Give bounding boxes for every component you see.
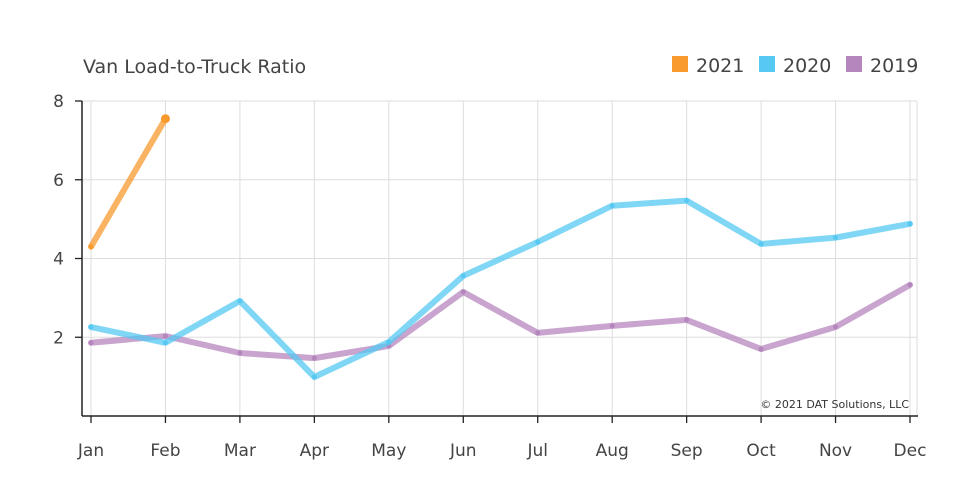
data-point-2021 (160, 114, 170, 124)
y-tick-label: 4 (53, 250, 64, 270)
x-tick-label: Nov (819, 441, 852, 461)
data-point-2020 (88, 324, 94, 330)
data-point-2019 (907, 282, 913, 288)
data-point-2020 (907, 221, 913, 227)
legend: 2021 2020 2019 (672, 55, 918, 77)
data-point-2019 (609, 323, 615, 329)
x-tick-label: Apr (300, 441, 329, 461)
x-tick-label: Jun (449, 441, 477, 461)
x-tick-label: Feb (150, 441, 180, 461)
data-point-2020 (758, 241, 764, 247)
data-point-2019 (684, 317, 690, 323)
x-tick-label: Jul (526, 441, 548, 461)
y-tick-label: 2 (53, 328, 64, 348)
legend-swatch-2019[interactable] (846, 56, 862, 72)
x-tick-label: Oct (746, 441, 776, 461)
y-tick-label: 6 (53, 171, 64, 191)
data-point-2020 (460, 273, 466, 279)
data-point-2020 (237, 298, 243, 304)
data-point-2019 (535, 330, 541, 336)
data-point-2019 (237, 350, 243, 356)
data-point-2020 (833, 235, 839, 241)
copyright: © 2021 DAT Solutions, LLC (760, 398, 909, 411)
legend-label-2019[interactable]: 2019 (870, 55, 918, 77)
x-tick-label: May (371, 441, 406, 461)
legend-label-2020[interactable]: 2020 (783, 55, 831, 77)
data-point-2020 (311, 374, 317, 380)
data-point-2019 (88, 340, 94, 346)
data-point-2020 (684, 198, 690, 204)
series-line-2020 (88, 197, 913, 381)
legend-swatch-2020[interactable] (759, 56, 775, 72)
data-point-2019 (311, 355, 317, 361)
data-point-2020 (386, 339, 392, 345)
data-point-2019 (460, 289, 466, 295)
x-tick-label: Dec (894, 441, 927, 461)
x-tick-label: Mar (224, 441, 256, 461)
data-point-2019 (758, 346, 764, 352)
data-point-2020 (609, 203, 615, 209)
x-tick-label: Jan (77, 441, 104, 461)
series-line-2021 (88, 115, 169, 250)
data-point-2019 (833, 324, 839, 330)
data-point-2019 (162, 333, 168, 339)
data-point-2020 (535, 239, 541, 245)
legend-swatch-2021[interactable] (672, 56, 688, 72)
chart-title: Van Load-to-Truck Ratio (83, 56, 306, 78)
series-line-2019 (88, 281, 913, 362)
y-tick-label: 8 (53, 92, 64, 112)
legend-label-2021[interactable]: 2021 (696, 55, 744, 77)
data-point-2020 (162, 340, 168, 346)
series-group (88, 114, 913, 381)
axes: Jan Feb Mar Apr May Jun Jul Aug Sep Oct Nov Dec 2 4 6 8 (53, 92, 926, 461)
x-tick-label: Sep (671, 441, 703, 461)
data-point-2021 (88, 244, 94, 250)
x-tick-label: Aug (596, 441, 629, 461)
